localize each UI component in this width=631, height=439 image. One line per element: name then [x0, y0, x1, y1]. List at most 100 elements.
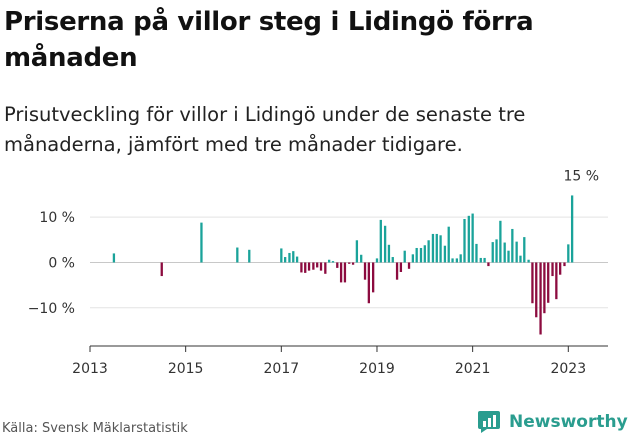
bar — [483, 257, 486, 263]
source-note: Källa: Svensk Mäklarstatistik — [2, 421, 188, 436]
bar — [567, 244, 570, 263]
bar — [304, 262, 307, 273]
bar — [419, 247, 423, 263]
newsworthy-logo-icon — [478, 411, 500, 433]
bar — [283, 257, 287, 263]
bar — [543, 262, 546, 314]
bar — [351, 262, 355, 265]
bar — [563, 262, 566, 267]
bar — [447, 226, 450, 263]
bar — [435, 233, 438, 263]
latest-value-label: 15 % — [563, 169, 599, 185]
x-tick-label: 2019 — [359, 361, 395, 377]
bar — [248, 249, 251, 263]
bar — [372, 262, 375, 293]
bar — [539, 262, 542, 335]
bar — [527, 259, 530, 263]
x-tick-label: 2021 — [455, 361, 491, 377]
bar — [280, 248, 283, 263]
brand-logo: Newsworthy — [477, 410, 628, 434]
x-tick-label: 2013 — [72, 361, 108, 377]
bar — [487, 262, 490, 267]
bar — [523, 237, 526, 263]
bar — [475, 243, 478, 263]
bar — [300, 262, 303, 273]
chart-subtitle: Prisutveckling för villor i Lidingö unde… — [4, 103, 526, 156]
bar — [295, 256, 299, 263]
bar — [411, 254, 415, 263]
bar — [339, 262, 343, 283]
bar — [499, 220, 502, 263]
bar — [236, 247, 239, 263]
bar — [403, 250, 406, 263]
bar — [112, 253, 116, 263]
bar — [439, 235, 442, 263]
bar — [331, 261, 335, 263]
bar — [511, 228, 514, 263]
bar — [491, 242, 494, 263]
bar — [443, 245, 447, 263]
bar — [395, 262, 399, 280]
y-tick-label: 10 % — [39, 210, 75, 226]
bar — [467, 215, 470, 263]
bar — [292, 251, 295, 263]
bar — [360, 254, 363, 263]
bar — [431, 233, 435, 263]
annotations: 15 % — [563, 169, 599, 185]
bar — [535, 262, 538, 318]
bar — [479, 257, 482, 263]
bar — [407, 262, 411, 269]
bar — [375, 258, 379, 263]
chart-title: Priserna på villor steg i Lidingö förra … — [4, 7, 534, 73]
bar — [288, 252, 291, 263]
bar — [343, 262, 347, 283]
bar — [328, 259, 331, 263]
bar — [319, 262, 323, 271]
bar — [348, 262, 351, 264]
bar — [387, 244, 391, 263]
x-tick-label: 2015 — [168, 361, 204, 377]
bar — [555, 262, 558, 300]
bar — [160, 262, 163, 277]
y-tick-label: −10 % — [28, 301, 75, 317]
bar — [355, 240, 359, 263]
bar-chart: 10 % 0 % −10 % 2013 2015 2017 2019 2021 2023 15… — [28, 169, 608, 377]
bar — [427, 240, 430, 263]
bar — [459, 254, 462, 263]
y-tick-label: 0 % — [48, 255, 75, 271]
bar — [559, 262, 562, 275]
bar — [367, 262, 370, 304]
bar — [455, 258, 459, 263]
bar — [471, 213, 474, 263]
bar — [307, 262, 311, 271]
bar — [379, 219, 382, 263]
bar — [551, 262, 554, 277]
x-tick-label: 2017 — [264, 361, 300, 377]
bar — [451, 258, 454, 263]
bar — [312, 262, 315, 270]
bar — [324, 262, 327, 274]
y-axis-labels: 10 % 0 % −10 % — [28, 210, 75, 317]
bar — [423, 245, 426, 263]
bar — [463, 218, 466, 263]
bar — [383, 225, 387, 263]
bar — [507, 250, 510, 263]
bar — [415, 247, 418, 263]
bar — [547, 262, 550, 303]
x-tick-label: 2023 — [550, 361, 586, 377]
bar — [316, 262, 319, 268]
bar — [515, 241, 518, 263]
x-axis: 2013 2015 2017 2019 2021 2023 — [72, 345, 608, 377]
bar — [570, 195, 574, 263]
bar — [519, 255, 522, 263]
bar — [503, 242, 506, 263]
bar — [336, 262, 339, 268]
bar — [391, 257, 394, 263]
bar — [399, 262, 403, 272]
bar — [200, 222, 203, 263]
brand-name: Newsworthy — [509, 412, 628, 432]
bar — [363, 262, 367, 280]
bars — [112, 195, 574, 335]
bar — [495, 239, 498, 263]
bar — [531, 262, 534, 304]
